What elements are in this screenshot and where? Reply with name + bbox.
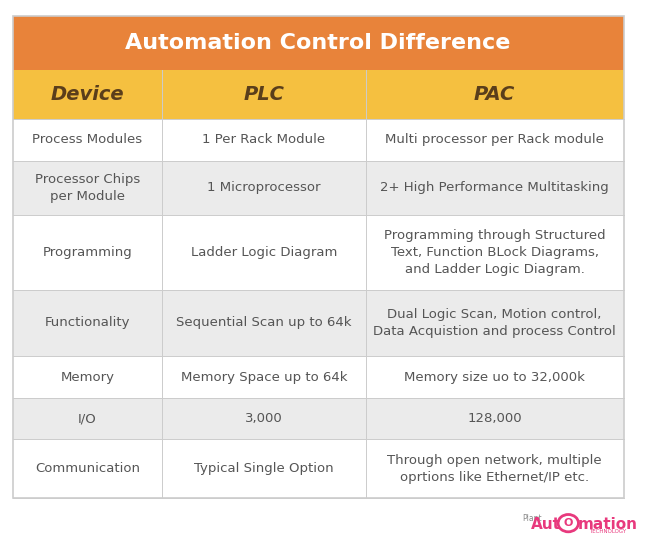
Text: 2+ High Performance Multitasking: 2+ High Performance Multitasking	[380, 181, 609, 194]
FancyBboxPatch shape	[13, 356, 623, 398]
Text: 1 Per Rack Module: 1 Per Rack Module	[202, 133, 326, 146]
Text: Device: Device	[51, 85, 124, 104]
FancyBboxPatch shape	[13, 161, 623, 215]
Text: O: O	[564, 518, 573, 528]
Text: Memory Space up to 64k: Memory Space up to 64k	[181, 371, 347, 384]
Text: mation: mation	[578, 517, 638, 532]
Text: Memory size uo to 32,000k: Memory size uo to 32,000k	[404, 371, 585, 384]
Text: Multi processor per Rack module: Multi processor per Rack module	[385, 133, 604, 146]
FancyBboxPatch shape	[13, 289, 623, 356]
Text: Functionality: Functionality	[45, 316, 130, 329]
Text: Through open network, multiple
oprtions like Ethernet/IP etc.: Through open network, multiple oprtions …	[387, 453, 602, 484]
FancyBboxPatch shape	[13, 16, 623, 70]
Text: Typical Single Option: Typical Single Option	[194, 462, 333, 475]
Text: Plant: Plant	[522, 514, 541, 523]
FancyBboxPatch shape	[13, 398, 623, 439]
Text: Memory: Memory	[60, 371, 114, 384]
Text: 128,000: 128,000	[467, 412, 522, 425]
Text: Aut: Aut	[531, 517, 562, 532]
Text: Programming: Programming	[42, 246, 132, 259]
Text: 1 Microprocessor: 1 Microprocessor	[207, 181, 320, 194]
Text: 3,000: 3,000	[245, 412, 283, 425]
Text: Processor Chips
per Module: Processor Chips per Module	[34, 173, 140, 203]
Text: Process Modules: Process Modules	[32, 133, 142, 146]
FancyBboxPatch shape	[13, 70, 623, 119]
Text: Ladder Logic Diagram: Ladder Logic Diagram	[190, 246, 337, 259]
Text: I/O: I/O	[78, 412, 97, 425]
FancyBboxPatch shape	[13, 119, 623, 161]
Text: PLC: PLC	[244, 85, 284, 104]
FancyBboxPatch shape	[13, 215, 623, 289]
Text: Communication: Communication	[35, 462, 140, 475]
Text: Dual Logic Scan, Motion control,
Data Acquistion and process Control: Dual Logic Scan, Motion control, Data Ac…	[373, 308, 616, 338]
Text: Sequential Scan up to 64k: Sequential Scan up to 64k	[176, 316, 352, 329]
Text: Programming through Structured
Text, Function BLock Diagrams,
and Ladder Logic D: Programming through Structured Text, Fun…	[384, 229, 605, 276]
Text: TECHNOLOGY: TECHNOLOGY	[589, 529, 626, 534]
FancyBboxPatch shape	[13, 439, 623, 498]
Text: Automation Control Difference: Automation Control Difference	[125, 34, 511, 53]
Text: PAC: PAC	[474, 85, 515, 104]
